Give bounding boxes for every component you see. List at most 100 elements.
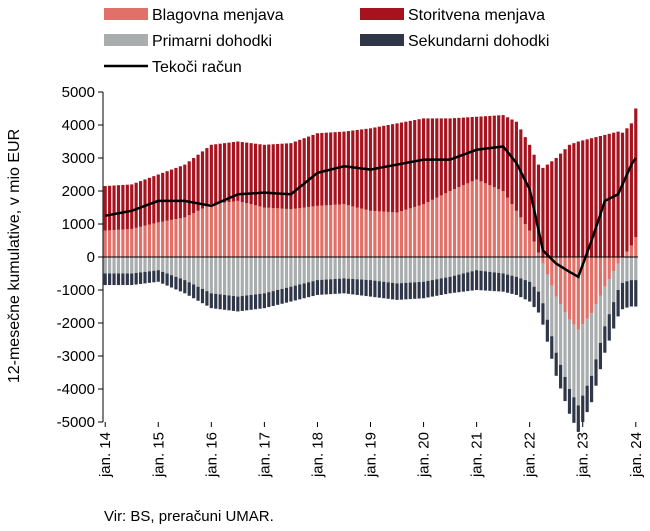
bar-segment	[492, 272, 496, 292]
bar-segment	[452, 257, 457, 276]
bar-segment	[267, 257, 271, 293]
bar-segment	[594, 304, 598, 360]
bar-segment	[240, 142, 244, 202]
bar-segment	[174, 257, 178, 277]
bar-segment	[620, 282, 625, 310]
bar-segment	[430, 199, 434, 257]
bar-segment	[134, 182, 138, 228]
x-tick-label: jan. 18	[309, 432, 326, 478]
bar-segment	[457, 187, 461, 257]
bar-segment	[563, 376, 567, 402]
bar-segment	[280, 257, 284, 289]
bar-segment	[267, 144, 271, 208]
bar-segment	[448, 276, 452, 294]
bar-segment	[461, 257, 465, 274]
bar-segment	[572, 397, 576, 423]
bar-segment	[430, 280, 434, 297]
bar-segment	[386, 211, 390, 257]
x-tick-labels: jan. 14 jan. 15 jan. 16 jan. 17 jan. 18 jan. …	[97, 422, 645, 478]
bar-segment	[262, 144, 266, 208]
bar-segment	[200, 257, 205, 289]
bar-segment	[249, 204, 253, 257]
bar-segment	[165, 273, 169, 286]
bar-segment	[629, 280, 633, 307]
bar-segment	[545, 319, 549, 342]
bar-segment	[581, 324, 585, 396]
bar-segment	[183, 164, 187, 218]
bar-segment	[178, 166, 182, 219]
bar-segment	[514, 257, 518, 277]
bar-segment	[130, 273, 134, 286]
x-tick-label: jan. 16	[203, 432, 220, 478]
bar-segment	[603, 326, 607, 353]
bar-segment	[147, 177, 152, 225]
bar-segment	[567, 319, 572, 389]
bar-segment	[187, 215, 191, 257]
bar-segment	[329, 279, 333, 295]
bar-segment	[620, 132, 625, 257]
bar-segment	[209, 144, 213, 205]
bar-segment	[448, 118, 452, 191]
bar-segment	[391, 257, 395, 283]
bar-segment	[165, 171, 169, 221]
bar-segment	[399, 283, 404, 300]
bar-segment	[589, 313, 594, 376]
bar-segment	[581, 257, 585, 325]
bar-segment	[607, 279, 611, 315]
bar-segment	[470, 257, 474, 272]
bar-segment	[236, 296, 240, 312]
y-tick-label: 3000	[62, 150, 95, 167]
bar-segment	[413, 120, 417, 207]
bar-segment	[249, 143, 253, 205]
bar-segment	[603, 134, 607, 257]
bar-segment	[536, 291, 541, 313]
bar-segment	[245, 257, 249, 296]
bar-segment	[492, 187, 496, 257]
bar-segment	[138, 272, 143, 284]
bar-segment	[276, 143, 280, 209]
bar-segment	[594, 257, 598, 305]
bar-segment	[138, 226, 143, 257]
bar-segment	[227, 142, 231, 202]
bar-segment	[205, 291, 209, 306]
bar-segment	[629, 123, 633, 246]
bar-segment	[563, 312, 567, 377]
bar-segment	[200, 208, 205, 257]
x-tick-label: jan. 23	[575, 432, 592, 478]
bar-segment	[501, 115, 505, 191]
source-note: Vir: BS, preračuni UMAR.	[104, 508, 274, 525]
bar-segment	[567, 389, 572, 414]
bar-segment	[249, 294, 253, 310]
bar-segment	[395, 212, 399, 257]
bar-segment	[218, 143, 222, 204]
bar-segment	[152, 257, 156, 271]
bar-segment	[421, 281, 426, 299]
bar-segment	[408, 282, 412, 300]
bar-segment	[223, 202, 227, 257]
bar-segment	[567, 257, 572, 320]
bar-segment	[108, 273, 112, 286]
bar-segment	[457, 257, 461, 275]
bar-segment	[271, 208, 275, 257]
bar-segment	[510, 275, 514, 294]
bar-segment	[382, 281, 386, 299]
bar-segment	[271, 144, 275, 209]
bar-segment	[315, 280, 320, 295]
bar-segment	[342, 131, 346, 205]
bar-segment	[523, 224, 527, 257]
bar-segment	[519, 278, 523, 298]
bar-segment	[576, 329, 580, 406]
bar-segment	[629, 245, 633, 257]
bar-segment	[475, 270, 479, 290]
bar-segment	[258, 144, 262, 207]
bar-segment	[178, 278, 182, 292]
bar-segment	[138, 181, 143, 227]
bar-segment	[218, 294, 222, 310]
x-tick-label: jan. 15	[150, 432, 167, 478]
y-tick-label: 1000	[62, 216, 95, 233]
bar-segment	[187, 257, 191, 283]
bar-segment	[589, 138, 594, 257]
bar-segment	[514, 210, 518, 257]
bar-segment	[382, 257, 386, 282]
bar-segment	[399, 122, 404, 212]
